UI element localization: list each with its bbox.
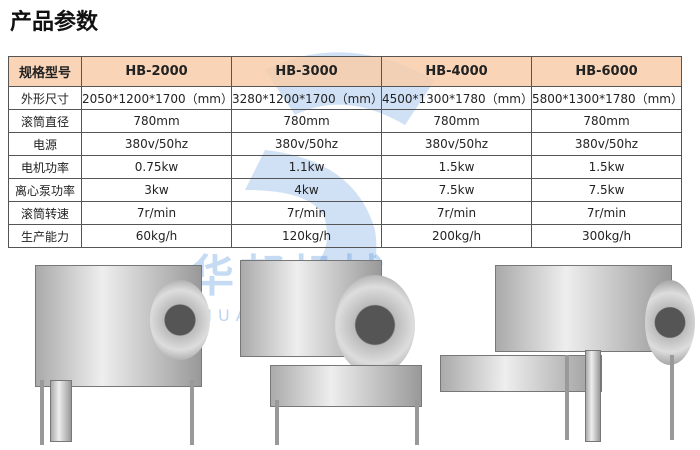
label-cell: 电机功率 <box>8 155 82 179</box>
header-cell: 规格型号 <box>8 56 82 87</box>
table-row: 滚筒转速 7r/min 7r/min 7r/min 7r/min <box>8 201 682 225</box>
value-cell: 380v/50hz <box>231 132 382 156</box>
value-cell: 780mm <box>531 109 682 133</box>
value-cell: 2050*1200*1700（mm） <box>81 86 233 110</box>
table-header-row: 规格型号 HB-2000 HB-3000 HB-4000 HB-6000 <box>8 56 682 87</box>
value-cell: 380v/50hz <box>381 132 532 156</box>
value-cell: 7.5kw <box>531 178 682 202</box>
value-cell: 780mm <box>231 109 382 133</box>
table-row: 电源 380v/50hz 380v/50hz 380v/50hz 380v/50hz <box>8 132 682 156</box>
label-cell: 滚筒转速 <box>8 201 82 225</box>
label-cell: 滚筒直径 <box>8 109 82 133</box>
value-cell: 7.5kw <box>381 178 532 202</box>
page-title: 产品参数 <box>10 9 99 35</box>
table-row: 离心泵功率 3kw 4kw 7.5kw 7.5kw <box>8 178 682 202</box>
value-cell: 780mm <box>81 109 232 133</box>
value-cell: 3kw <box>81 178 232 202</box>
value-cell: 120kg/h <box>231 224 382 248</box>
table-row: 外形尺寸 2050*1200*1700（mm） 3280*1200*1700（mm）… <box>8 86 683 110</box>
label-cell: 电源 <box>8 132 82 156</box>
machine-photo-hb-3000 <box>220 260 430 448</box>
machine-photo-hb-6000 <box>435 260 695 448</box>
value-cell: 7r/min <box>231 201 382 225</box>
header-cell: HB-2000 <box>81 56 232 87</box>
value-cell: 1.5kw <box>381 155 532 179</box>
table-row: 生产能力 60kg/h 120kg/h 200kg/h 300kg/h <box>8 224 682 248</box>
value-cell: 300kg/h <box>531 224 682 248</box>
label-cell: 离心泵功率 <box>8 178 82 202</box>
value-cell: 380v/50hz <box>81 132 232 156</box>
table-row: 滚筒直径 780mm 780mm 780mm 780mm <box>8 109 682 133</box>
value-cell: 7r/min <box>381 201 532 225</box>
value-cell: 780mm <box>381 109 532 133</box>
value-cell: 200kg/h <box>381 224 532 248</box>
label-cell: 生产能力 <box>8 224 82 248</box>
machine-photo-hb-2000 <box>10 260 210 448</box>
spec-table: 规格型号 HB-2000 HB-3000 HB-4000 HB-6000 外形尺… <box>8 56 683 248</box>
header-cell: HB-3000 <box>231 56 382 87</box>
value-cell: 4500*1300*1780（mm） <box>381 86 533 110</box>
value-cell: 4kw <box>231 178 382 202</box>
value-cell: 7r/min <box>531 201 682 225</box>
value-cell: 1.5kw <box>531 155 682 179</box>
value-cell: 3280*1200*1700（mm） <box>231 86 383 110</box>
value-cell: 7r/min <box>81 201 232 225</box>
value-cell: 5800*1300*1780（mm） <box>531 86 683 110</box>
value-cell: 380v/50hz <box>531 132 682 156</box>
value-cell: 1.1kw <box>231 155 382 179</box>
value-cell: 0.75kw <box>81 155 232 179</box>
label-cell: 外形尺寸 <box>8 86 82 110</box>
header-cell: HB-6000 <box>531 56 682 87</box>
header-cell: HB-4000 <box>381 56 532 87</box>
value-cell: 60kg/h <box>81 224 232 248</box>
table-row: 电机功率 0.75kw 1.1kw 1.5kw 1.5kw <box>8 155 682 179</box>
